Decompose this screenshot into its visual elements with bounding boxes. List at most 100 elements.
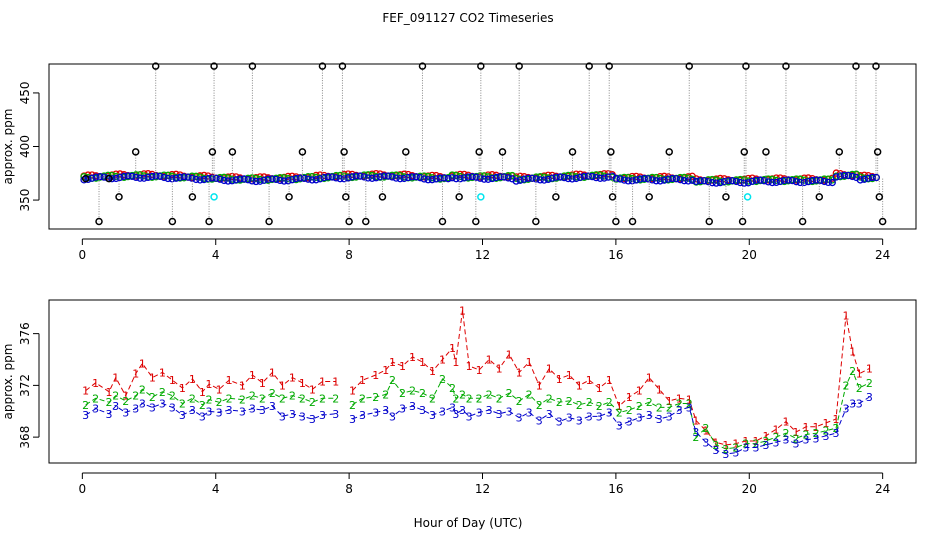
calibration-point (742, 62, 750, 70)
series-2-point: 2 (332, 392, 339, 405)
top-series-point (516, 176, 524, 184)
series-2-point: 2 (289, 390, 296, 403)
series-3-point: 3 (189, 404, 196, 417)
series-3-point: 3 (82, 409, 89, 422)
top-series-point (396, 175, 404, 183)
y-axis-title: approx. ppm (1, 344, 15, 420)
series-1-point: 1 (506, 348, 513, 361)
top-series-point (392, 174, 400, 182)
series-1-point: 1 (486, 354, 493, 367)
series-2-point: 2 (189, 392, 196, 405)
series-3-point: 3 (732, 447, 739, 460)
top-series-point (236, 175, 244, 183)
x-tick-label: 24 (875, 248, 890, 262)
top-series-point (592, 171, 600, 179)
reference-point (743, 193, 752, 201)
series-3-point: 3 (822, 430, 829, 443)
series-3-point: 3 (309, 413, 316, 426)
calibration-point (607, 148, 615, 156)
series-2-point: 2 (206, 394, 213, 407)
top-series-point (440, 174, 448, 182)
series-3-point: 3 (332, 408, 339, 421)
top-series-point (304, 175, 312, 183)
top-series-point (844, 171, 852, 180)
top-series-point (432, 175, 440, 183)
top-series-point (312, 176, 320, 184)
series-2-point: 2 (459, 388, 466, 401)
top-series-point (704, 178, 712, 186)
calibration-point (205, 217, 213, 226)
x-tick-label: 4 (212, 482, 220, 496)
x-tick-label: 8 (345, 248, 353, 262)
top-series-point (484, 175, 492, 183)
series-1-point: 1 (349, 385, 356, 398)
top-series-point (436, 174, 444, 182)
top-series-point (204, 175, 212, 183)
top-series-point (696, 176, 704, 185)
x-tick-label: 16 (608, 482, 623, 496)
top-series-point (280, 177, 288, 185)
series-1-point: 1 (169, 374, 176, 387)
series-1-point: 1 (289, 372, 296, 385)
top-series-point (176, 173, 184, 181)
series-3-point: 3 (226, 404, 233, 417)
top-series-point (592, 174, 600, 182)
calibration-point (210, 62, 218, 70)
calibration-point (438, 217, 447, 226)
top-series-point (284, 177, 292, 185)
series-3-point: 3 (712, 444, 719, 457)
top-series-point (580, 172, 588, 180)
top-series-point (620, 173, 628, 182)
calibration-point (782, 62, 790, 70)
top-series-point (360, 173, 368, 181)
series-2-point: 2 (112, 390, 119, 403)
series-1-point: 1 (216, 383, 223, 396)
series-1-point: 1 (536, 379, 543, 392)
calibration-point (340, 148, 348, 156)
top-series-point (584, 172, 592, 180)
series-2-point: 2 (842, 379, 849, 392)
series-3-point: 3 (606, 407, 613, 420)
series-2-point: 2 (199, 399, 206, 412)
top-series-3 (80, 171, 880, 187)
series-3-point: 3 (656, 413, 663, 426)
series-2-point: 2 (149, 391, 156, 404)
series-2-point: 2 (506, 387, 513, 400)
series-3-point: 3 (566, 412, 573, 425)
top-series-point (756, 176, 764, 184)
top-series-point (688, 176, 696, 184)
top-series-point (656, 177, 664, 185)
series-2-point: 2 (822, 425, 829, 438)
series-2-point: 2 (319, 392, 326, 405)
series-1-point: 1 (449, 342, 456, 355)
series-1-point: 1 (772, 423, 779, 436)
calibration-point (532, 217, 540, 226)
series-1-point: 1 (389, 356, 396, 369)
calibration-point (188, 193, 197, 201)
calibration-point (873, 148, 882, 156)
series-1-point: 1 (722, 439, 729, 452)
top-series-point (240, 175, 248, 183)
top-series-point (736, 178, 744, 187)
top-series-point (520, 175, 528, 183)
series-3-point: 3 (349, 413, 356, 426)
series-3-point: 3 (239, 405, 246, 418)
top-series-point (192, 172, 200, 180)
calibration-point (705, 217, 714, 226)
top-series-point (496, 173, 504, 181)
series-3-point: 3 (372, 407, 379, 420)
y-tick-label: 368 (18, 426, 32, 449)
series-1-point: 1 (439, 354, 446, 367)
series-1-point: 1 (409, 351, 416, 364)
top-series-point (108, 175, 116, 183)
series-2-point: 2 (616, 407, 623, 420)
x-axis-title: Hour of Day (UTC) (414, 516, 523, 530)
series-3-point: 3 (439, 405, 446, 418)
series-1-point: 1 (372, 369, 379, 382)
top-series-point (548, 174, 556, 182)
series-2-point: 2 (692, 431, 699, 444)
top-series-point (624, 177, 632, 185)
series-1-point: 1 (259, 377, 266, 390)
calibration-point (762, 148, 770, 156)
